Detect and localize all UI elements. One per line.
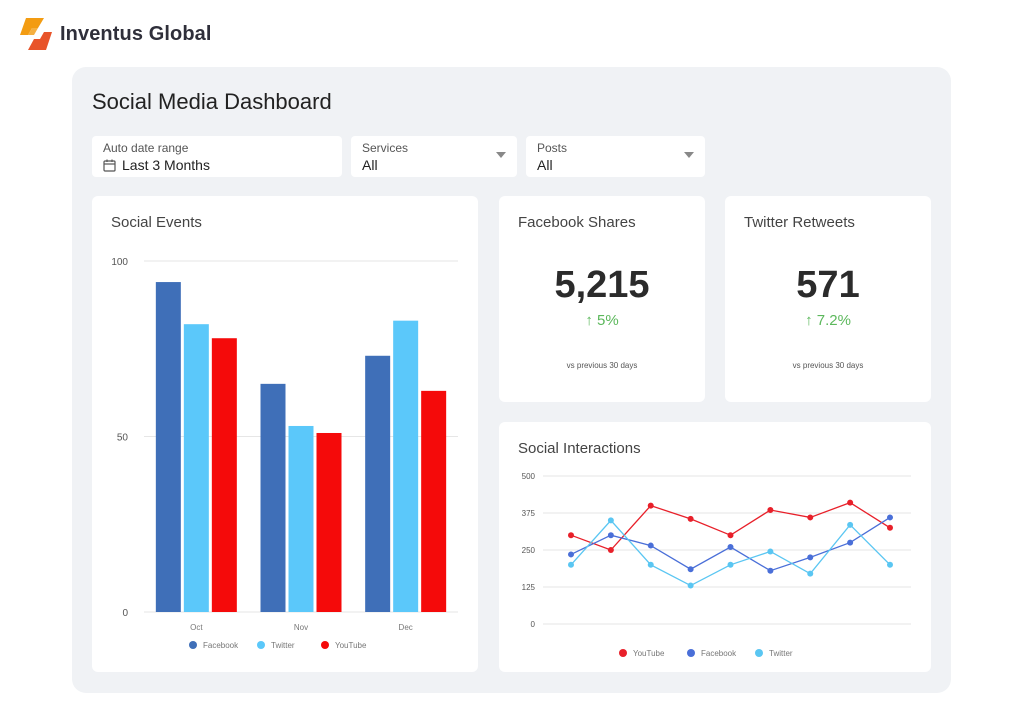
data-point-twitter [887,561,893,568]
legend-label-facebook: Facebook [203,641,239,650]
date-range-filter[interactable]: Auto date range Last 3 Months [92,136,342,177]
series-line-youtube [570,501,891,551]
bar-facebook-dec [365,355,391,612]
data-point-youtube [647,502,654,509]
page-title: Social Media Dashboard [92,89,332,114]
twitter-retweets-value: 571 [796,264,860,306]
social-interactions-chart: 0 125 250 375 500 YouTube Facebook Twitter [522,472,911,658]
facebook-shares-subtitle: vs previous 30 days [566,361,638,370]
bar-youtube-oct [211,338,237,612]
y-tick-label: 0 [531,620,536,629]
data-point-facebook [607,532,614,539]
y-tick-label: 125 [522,583,536,592]
data-point-youtube [607,547,614,553]
chevron-down-icon [684,152,694,158]
posts-filter[interactable]: Posts All [526,136,705,177]
chevron-down-icon [496,152,506,158]
data-point-facebook [887,514,893,521]
bar-twitter-oct [183,324,209,612]
twitter-retweets-title: Twitter Retweets [744,214,855,231]
legend-marker-facebook [189,641,197,649]
y-tick-label: 50 [117,433,129,444]
data-point-youtube [727,532,734,539]
y-tick-label: 250 [522,546,536,555]
legend-marker-youtube [619,649,627,657]
x-tick-label: Nov [294,623,308,632]
social-events-title: Social Events [111,214,202,231]
legend-marker-twitter [257,641,265,649]
posts-value: All [537,157,553,173]
series-line-twitter [570,519,891,587]
date-range-label: Auto date range [103,141,189,155]
y-tick-label: 0 [122,608,128,619]
legend-label-twitter: Twitter [271,641,295,650]
inventus-logo-icon [20,18,52,50]
facebook-shares-card: Facebook Shares 5,215 ↑ 5% vs previous 3… [499,196,705,402]
posts-label: Posts [537,141,568,155]
facebook-shares-value: 5,215 [554,264,650,306]
legend-label-youtube: YouTube [335,641,367,650]
social-events-chart: 0 50 100 Oct Nov Dec Facebook Twitter YouTube [111,257,458,650]
services-label: Services [362,141,409,155]
brand-name: Inventus Global [60,22,212,45]
twitter-retweets-subtitle: vs previous 30 days [792,361,864,370]
y-tick-label: 500 [522,472,536,481]
facebook-shares-change: ↑ 5% [585,312,619,329]
twitter-retweets-card: Twitter Retweets 571 ↑ 7.2% vs previous … [725,196,931,402]
data-point-facebook [847,539,854,546]
legend-marker-twitter [755,649,763,657]
social-interactions-card: Social Interactions 0 125 250 375 500 YouTube… [499,422,931,672]
x-tick-label: Oct [190,623,203,632]
data-point-twitter [807,570,814,577]
data-point-facebook [807,554,814,561]
data-point-twitter [607,517,614,524]
legend-marker-facebook [687,649,695,657]
data-point-youtube [687,515,694,522]
data-point-twitter [687,582,694,589]
legend-label-youtube: YouTube [633,649,665,658]
x-tick-label: Dec [399,623,413,632]
data-point-facebook [767,567,774,574]
data-point-youtube [887,524,893,531]
social-interactions-title: Social Interactions [518,440,641,457]
data-point-youtube [807,514,814,521]
bar-facebook-nov [260,383,286,612]
data-point-twitter [568,561,574,568]
dashboard-panel: Social Media Dashboard Auto date range L… [72,67,951,693]
bar-twitter-dec [393,320,419,612]
facebook-shares-title: Facebook Shares [518,214,636,231]
data-point-twitter [727,561,734,568]
legend-label-twitter: Twitter [769,649,793,658]
data-point-youtube [767,507,774,514]
brand-logo: Inventus Global [18,16,212,52]
twitter-retweets-change: ↑ 7.2% [805,312,851,329]
social-events-card: Social Events 0 50 100 Oct Nov Dec Facebook Twi… [92,196,478,672]
legend-marker-youtube [321,641,329,649]
calendar-icon [103,159,116,172]
services-value: All [362,157,378,173]
services-filter[interactable]: Services All [351,136,517,177]
bar-youtube-nov [316,432,342,612]
data-point-youtube [568,532,574,539]
bar-twitter-nov [288,425,314,612]
y-tick-label: 100 [111,257,128,268]
data-point-facebook [687,566,694,573]
legend-label-facebook: Facebook [701,649,737,658]
data-point-twitter [847,521,854,528]
data-point-twitter [647,561,654,568]
data-point-twitter [767,548,774,555]
bar-facebook-oct [155,282,181,612]
data-point-youtube [847,499,854,506]
data-point-facebook [568,551,574,558]
data-point-facebook [727,544,734,551]
bar-youtube-dec [421,390,447,612]
y-tick-label: 375 [522,509,536,518]
data-point-facebook [647,542,654,549]
date-range-value: Last 3 Months [122,157,210,173]
